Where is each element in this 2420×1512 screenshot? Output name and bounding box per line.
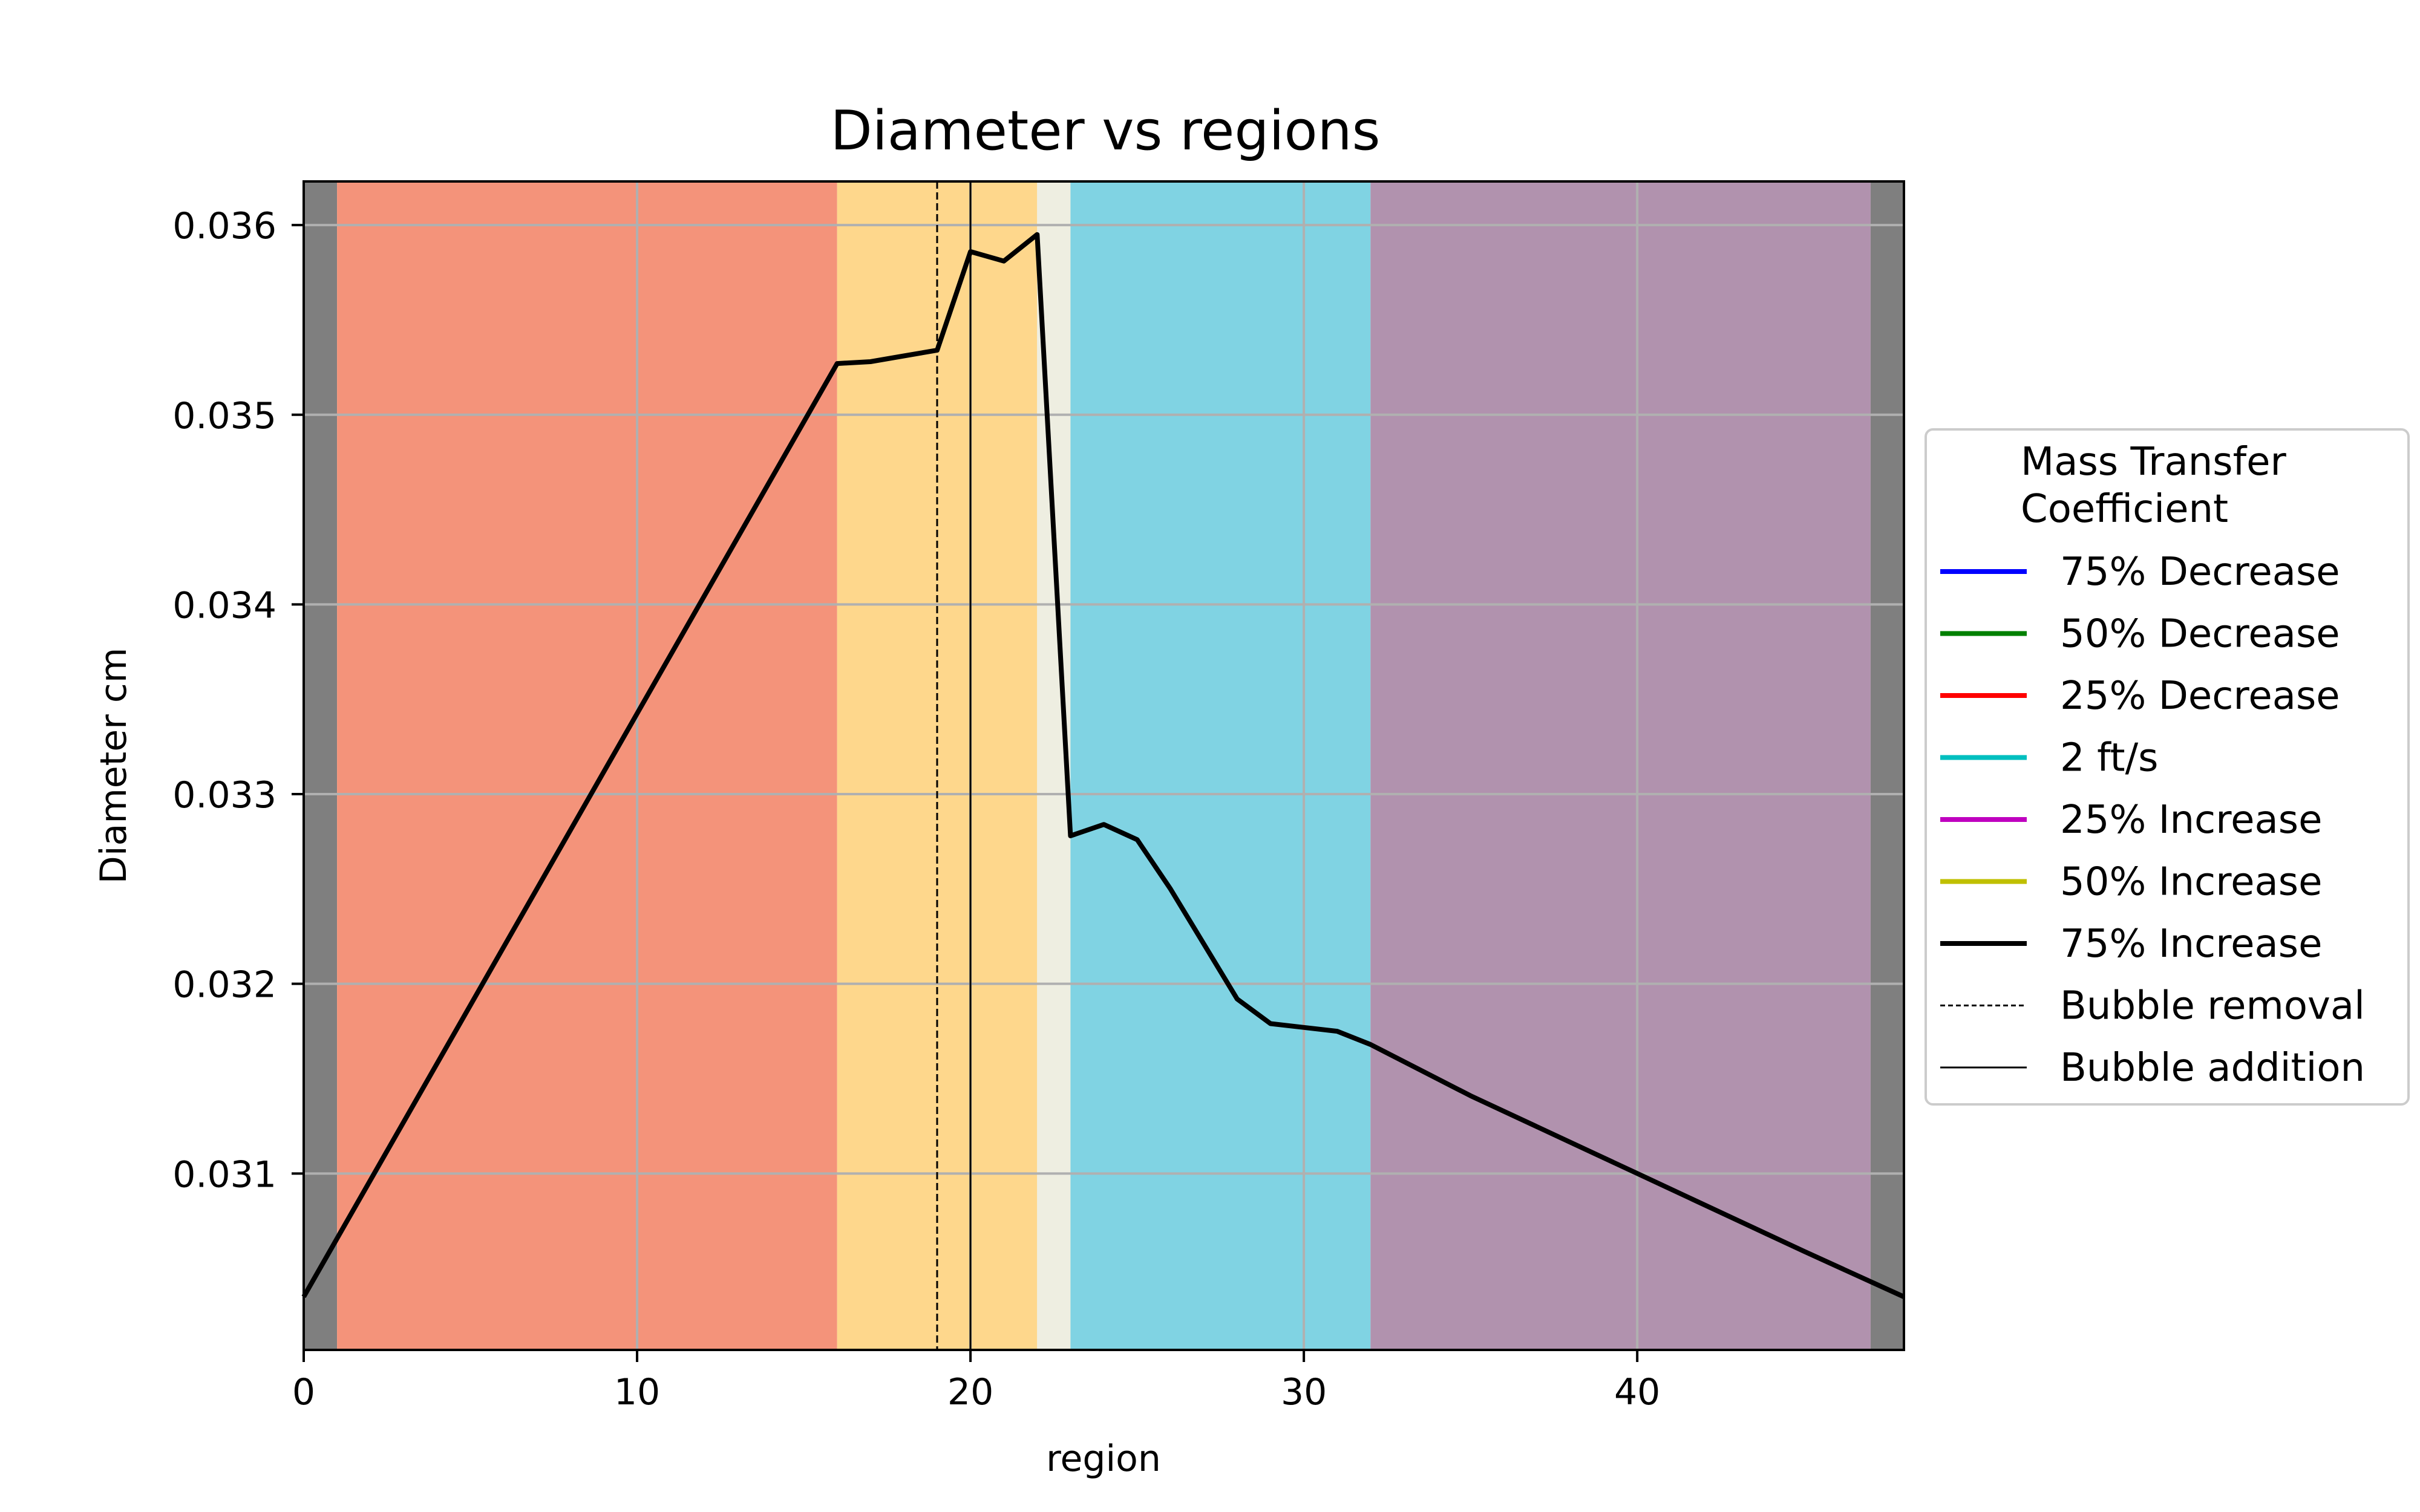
chart-title: Diameter vs regions [830,99,1380,163]
x-tick-label-40: 40 [1614,1371,1660,1413]
legend-title: Mass Transfer Coefficient [2021,440,2298,532]
x-axis-label: region [1046,1438,1161,1480]
event-lines [936,181,972,1350]
legend-title-line-2: Coefficient [2021,487,2228,532]
legend-label-bubble-addition: Bubble addition [2060,1046,2365,1090]
region-band-7 [1870,181,1904,1350]
x-tick-label-20: 20 [947,1371,993,1413]
legend-label-75-decrease: 75% Decrease [2060,550,2340,595]
x-tick-label-30: 30 [1281,1371,1327,1413]
y-tick-label-0.034: 0.034 [172,584,276,627]
axis-ticks: 0 10 20 30 40 0.031 0.032 0.033 0.034 0.035 0.036 [172,205,1660,1413]
legend-items: 75% Decrease 50% Decrease 25% Decrease 2 ft… [1940,550,2365,1090]
series-line-75-increase [301,232,1905,1299]
y-tick-label-0.036: 0.036 [172,205,276,247]
legend-label-25-decrease: 25% Decrease [2060,674,2340,719]
legend-title-line-1: Mass Transfer [2021,440,2287,484]
legend-label-75-increase: 75% Increase [2060,922,2322,966]
x-tick-label-0: 0 [292,1371,315,1413]
legend: Mass Transfer Coefficient 75% Decrease 50… [1925,428,2410,1106]
legend-label-50-decrease: 50% Decrease [2060,612,2340,657]
x-tick-label-10: 10 [614,1371,660,1413]
plot-frame [302,180,1905,1351]
region-band-6 [1370,181,1871,1350]
legend-label-25-increase: 25% Increase [2060,798,2322,842]
y-tick-label-0.031: 0.031 [172,1153,276,1196]
region-bands [304,181,1904,1350]
region-band-1 [304,181,338,1350]
y-tick-label-0.032: 0.032 [172,964,276,1006]
legend-box [1925,428,2410,1106]
legend-label-50-increase: 50% Increase [2060,860,2322,905]
region-band-5 [1070,181,1371,1350]
region-band-2 [337,181,837,1350]
legend-label-bubble-removal: Bubble removal [2060,984,2365,1029]
y-tick-label-0.035: 0.035 [172,395,276,437]
y-axis-label: Diameter cm [93,648,135,884]
y-tick-label-0.033: 0.033 [172,774,276,816]
legend-label-2-ft-s: 2 ft/s [2060,736,2158,781]
